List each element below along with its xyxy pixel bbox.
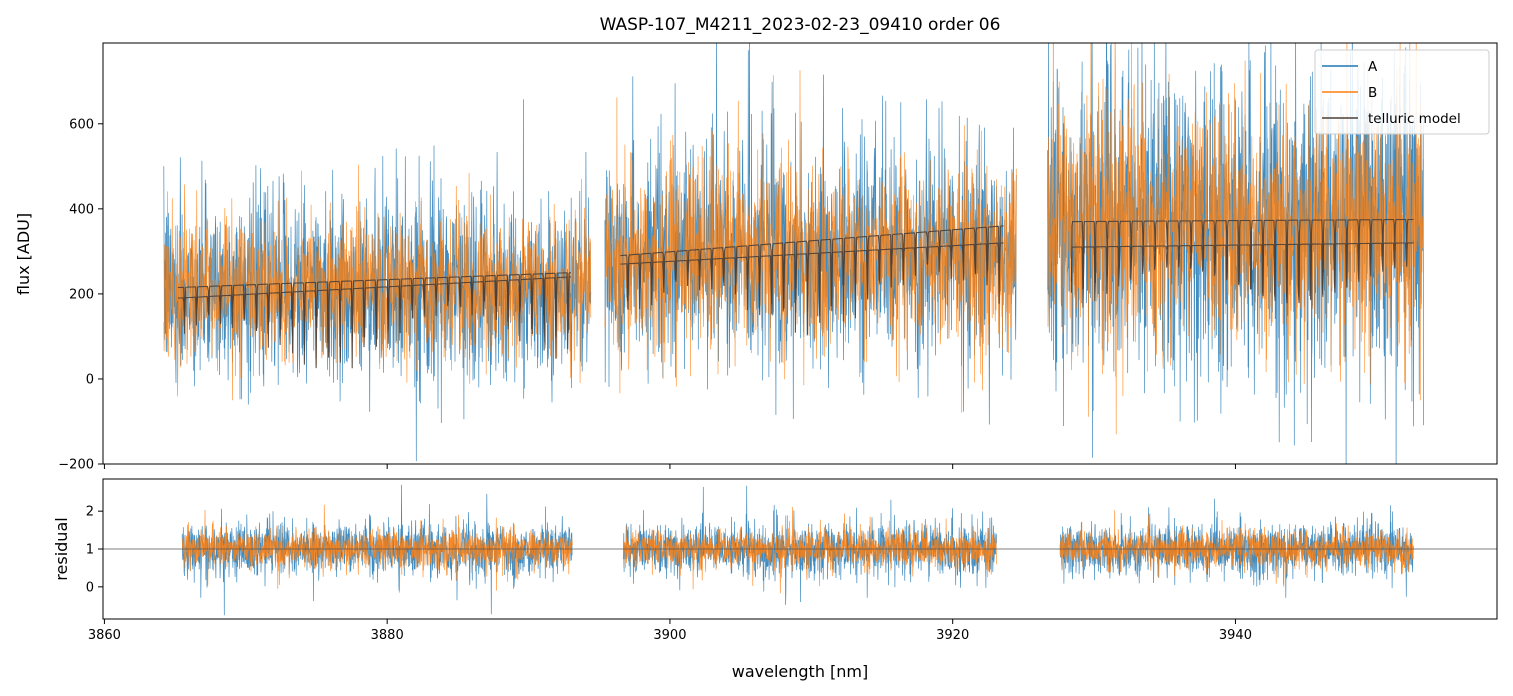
y-tick-label: 2 xyxy=(86,505,94,520)
y-tick-label: 400 xyxy=(69,202,94,217)
residual-b-line xyxy=(181,504,573,593)
residual-data xyxy=(103,484,1497,616)
y-tick-label: 1 xyxy=(86,543,94,558)
series-b-line xyxy=(604,70,1017,413)
x-tick-label: 3900 xyxy=(653,628,686,643)
flux-data xyxy=(163,43,1424,464)
x-tick-label: 3940 xyxy=(1219,628,1252,643)
x-axis-label: wavelength [nm] xyxy=(732,662,869,681)
y-tick-label: −200 xyxy=(58,458,94,473)
residual-y-axis-label: residual xyxy=(52,517,71,580)
flux-axes-frame xyxy=(102,42,1498,465)
residual-b-line xyxy=(1059,510,1414,587)
y-tick-label: 600 xyxy=(69,117,94,132)
legend: A B telluric model xyxy=(1314,49,1490,135)
chart-title: WASP-107_M4211_2023-02-23_09410 order 06 xyxy=(600,15,1001,35)
y-tick-label: 0 xyxy=(86,580,94,595)
flux-y-ticks: −200 0 200 400 600 xyxy=(58,117,103,473)
residual-x-ticks: 3860 3880 3900 3920 3940 xyxy=(88,619,1252,643)
y-tick-label: 200 xyxy=(69,287,94,302)
x-tick-label: 3880 xyxy=(371,628,404,643)
x-tick-label: 3920 xyxy=(936,628,969,643)
legend-label-b: B xyxy=(1368,85,1377,101)
legend-box xyxy=(1314,49,1490,135)
residual-panel: 0 1 2 3860 3880 3900 3920 3940 residual wavele… xyxy=(52,478,1498,681)
x-tick-label: 3860 xyxy=(88,628,121,643)
flux-x-ticks xyxy=(103,464,1236,469)
residual-b-line xyxy=(622,506,997,594)
flux-panel: −200 0 200 400 600 flux [ADU] A B telluric m… xyxy=(14,42,1498,473)
flux-y-axis-label: flux [ADU] xyxy=(14,213,33,295)
legend-label-telluric: telluric model xyxy=(1368,111,1461,127)
y-tick-label: 0 xyxy=(86,372,94,387)
legend-label-a: A xyxy=(1368,59,1378,75)
series-b-line xyxy=(1047,43,1424,435)
residual-y-ticks: 0 1 2 xyxy=(86,505,103,595)
telluric-model-lower-line xyxy=(177,242,1414,369)
